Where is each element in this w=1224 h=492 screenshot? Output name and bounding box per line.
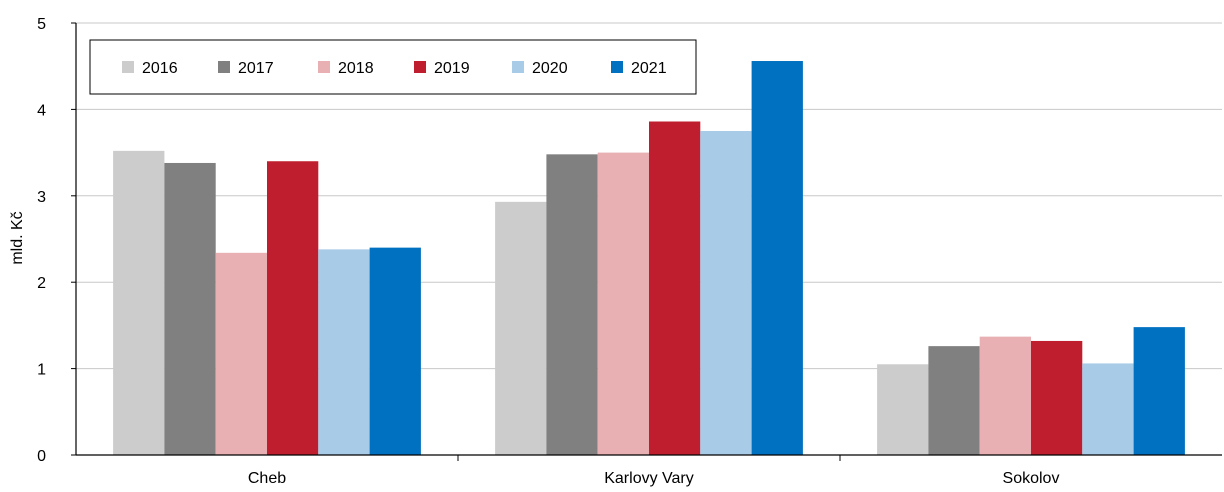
legend-label-2018: 2018 [338,60,374,77]
bar-2021-karlovy-vary [751,61,803,456]
bar-2017-sokolov [928,346,980,455]
axes [71,22,1222,461]
legend-swatch-2021 [611,61,623,73]
bar-2018-karlovy-vary [597,152,649,455]
legend-swatch-2018 [318,61,330,73]
bar-2018-sokolov [979,336,1031,455]
tick-labels: 0 1 2 3 4 5 Cheb Karlovy Vary Sokolov [37,16,1059,487]
bar-2017-cheb [164,162,216,455]
legend-swatch-2020 [512,61,524,73]
bar-2016-karlovy-vary [495,201,547,455]
legend: 2016 2017 2018 2019 2020 2021 [89,39,697,95]
bar-2019-karlovy-vary [649,121,701,455]
x-tick-label: Karlovy Vary [604,470,694,487]
bar-2018-cheb [215,252,267,455]
bar-2021-cheb [369,247,421,455]
bar-2021-sokolov [1133,327,1185,455]
y-tick-label: 0 [37,448,46,465]
x-tick-label: Cheb [248,470,286,487]
bar-2017-karlovy-vary [546,154,598,455]
bar-2020-cheb [318,249,370,455]
y-tick-label: 4 [37,102,46,119]
bars [113,61,1185,456]
bar-2016-cheb [113,150,165,455]
y-tick-label: 1 [37,362,46,379]
bar-2019-sokolov [1031,340,1083,455]
legend-label-2019: 2019 [434,60,470,77]
bar-2020-sokolov [1082,363,1134,455]
legend-box [89,39,697,95]
legend-swatch-2017 [218,61,230,73]
y-axis-label: mld. Kč [9,211,26,264]
bar-2020-karlovy-vary [700,131,752,455]
y-tick-label: 3 [37,189,46,206]
legend-swatch-2019 [414,61,426,73]
y-tick-label: 5 [37,16,46,33]
y-tick-label: 2 [37,275,46,292]
legend-swatch-2016 [122,61,134,73]
legend-label-2016: 2016 [142,60,178,77]
legend-label-2021: 2021 [631,60,667,77]
x-tick-label: Sokolov [1003,470,1060,487]
legend-label-2017: 2017 [238,60,274,77]
bar-2016-sokolov [877,364,929,455]
bar-2019-cheb [267,161,319,456]
legend-label-2020: 2020 [532,60,568,77]
